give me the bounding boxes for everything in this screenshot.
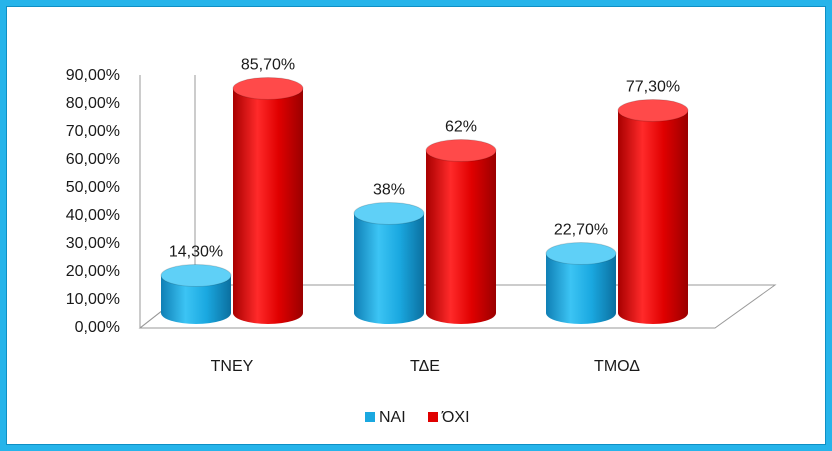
bar-nai: [161, 275, 231, 324]
y-tick-label: 70,00%: [66, 123, 120, 140]
y-tick-label: 60,00%: [66, 151, 120, 168]
data-label: 22,70%: [554, 222, 608, 239]
bar-nai: [354, 213, 424, 324]
data-label: 77,30%: [626, 78, 680, 95]
y-tick-label: 0,00%: [75, 319, 120, 336]
bar-top-cap: [232, 76, 304, 100]
y-axis-ticks: 0,00% 10,00% 20,00% 30,00% 40,00% 50,00% 60,00…: [66, 67, 120, 336]
x-axis-categories: ΤΝΕΥ ΤΔΕ ΤΜΟΔ: [211, 358, 641, 375]
data-label: 85,70%: [241, 56, 295, 73]
bar-oxi: [233, 88, 303, 324]
bar-top-cap: [545, 242, 617, 266]
bar-top-cap: [353, 201, 425, 225]
data-label: 62%: [445, 119, 477, 136]
legend-swatch-nai: [365, 412, 375, 422]
y-tick-label: 50,00%: [66, 179, 120, 196]
x-category-label: ΤΔΕ: [410, 358, 440, 375]
bar-top-cap: [617, 98, 689, 122]
y-tick-label: 20,00%: [66, 263, 120, 280]
data-labels: 14,30% 85,70% 38% 62% 22,70% 77,30%: [169, 56, 680, 260]
bar-oxi: [426, 150, 496, 324]
y-tick-label: 40,00%: [66, 207, 120, 224]
legend-label-nai: ΝΑΙ: [379, 409, 406, 426]
bar-top-cap: [425, 139, 497, 163]
data-label: 14,30%: [169, 244, 223, 261]
bar-oxi: [618, 110, 688, 324]
legend-label-oxi: ΌΧΙ: [441, 409, 470, 426]
data-label: 38%: [373, 181, 405, 198]
y-tick-label: 80,00%: [66, 95, 120, 112]
y-tick-label: 90,00%: [66, 67, 120, 84]
bar-nai: [546, 253, 616, 324]
legend: ΝΑΙ ΌΧΙ: [365, 409, 470, 426]
x-category-label: ΤΝΕΥ: [211, 358, 254, 375]
y-tick-label: 30,00%: [66, 235, 120, 252]
y-tick-label: 10,00%: [66, 291, 120, 308]
x-category-label: ΤΜΟΔ: [594, 358, 640, 375]
bar-top-cap: [160, 264, 232, 288]
legend-swatch-oxi: [428, 412, 438, 422]
bars-layer: [160, 76, 689, 324]
